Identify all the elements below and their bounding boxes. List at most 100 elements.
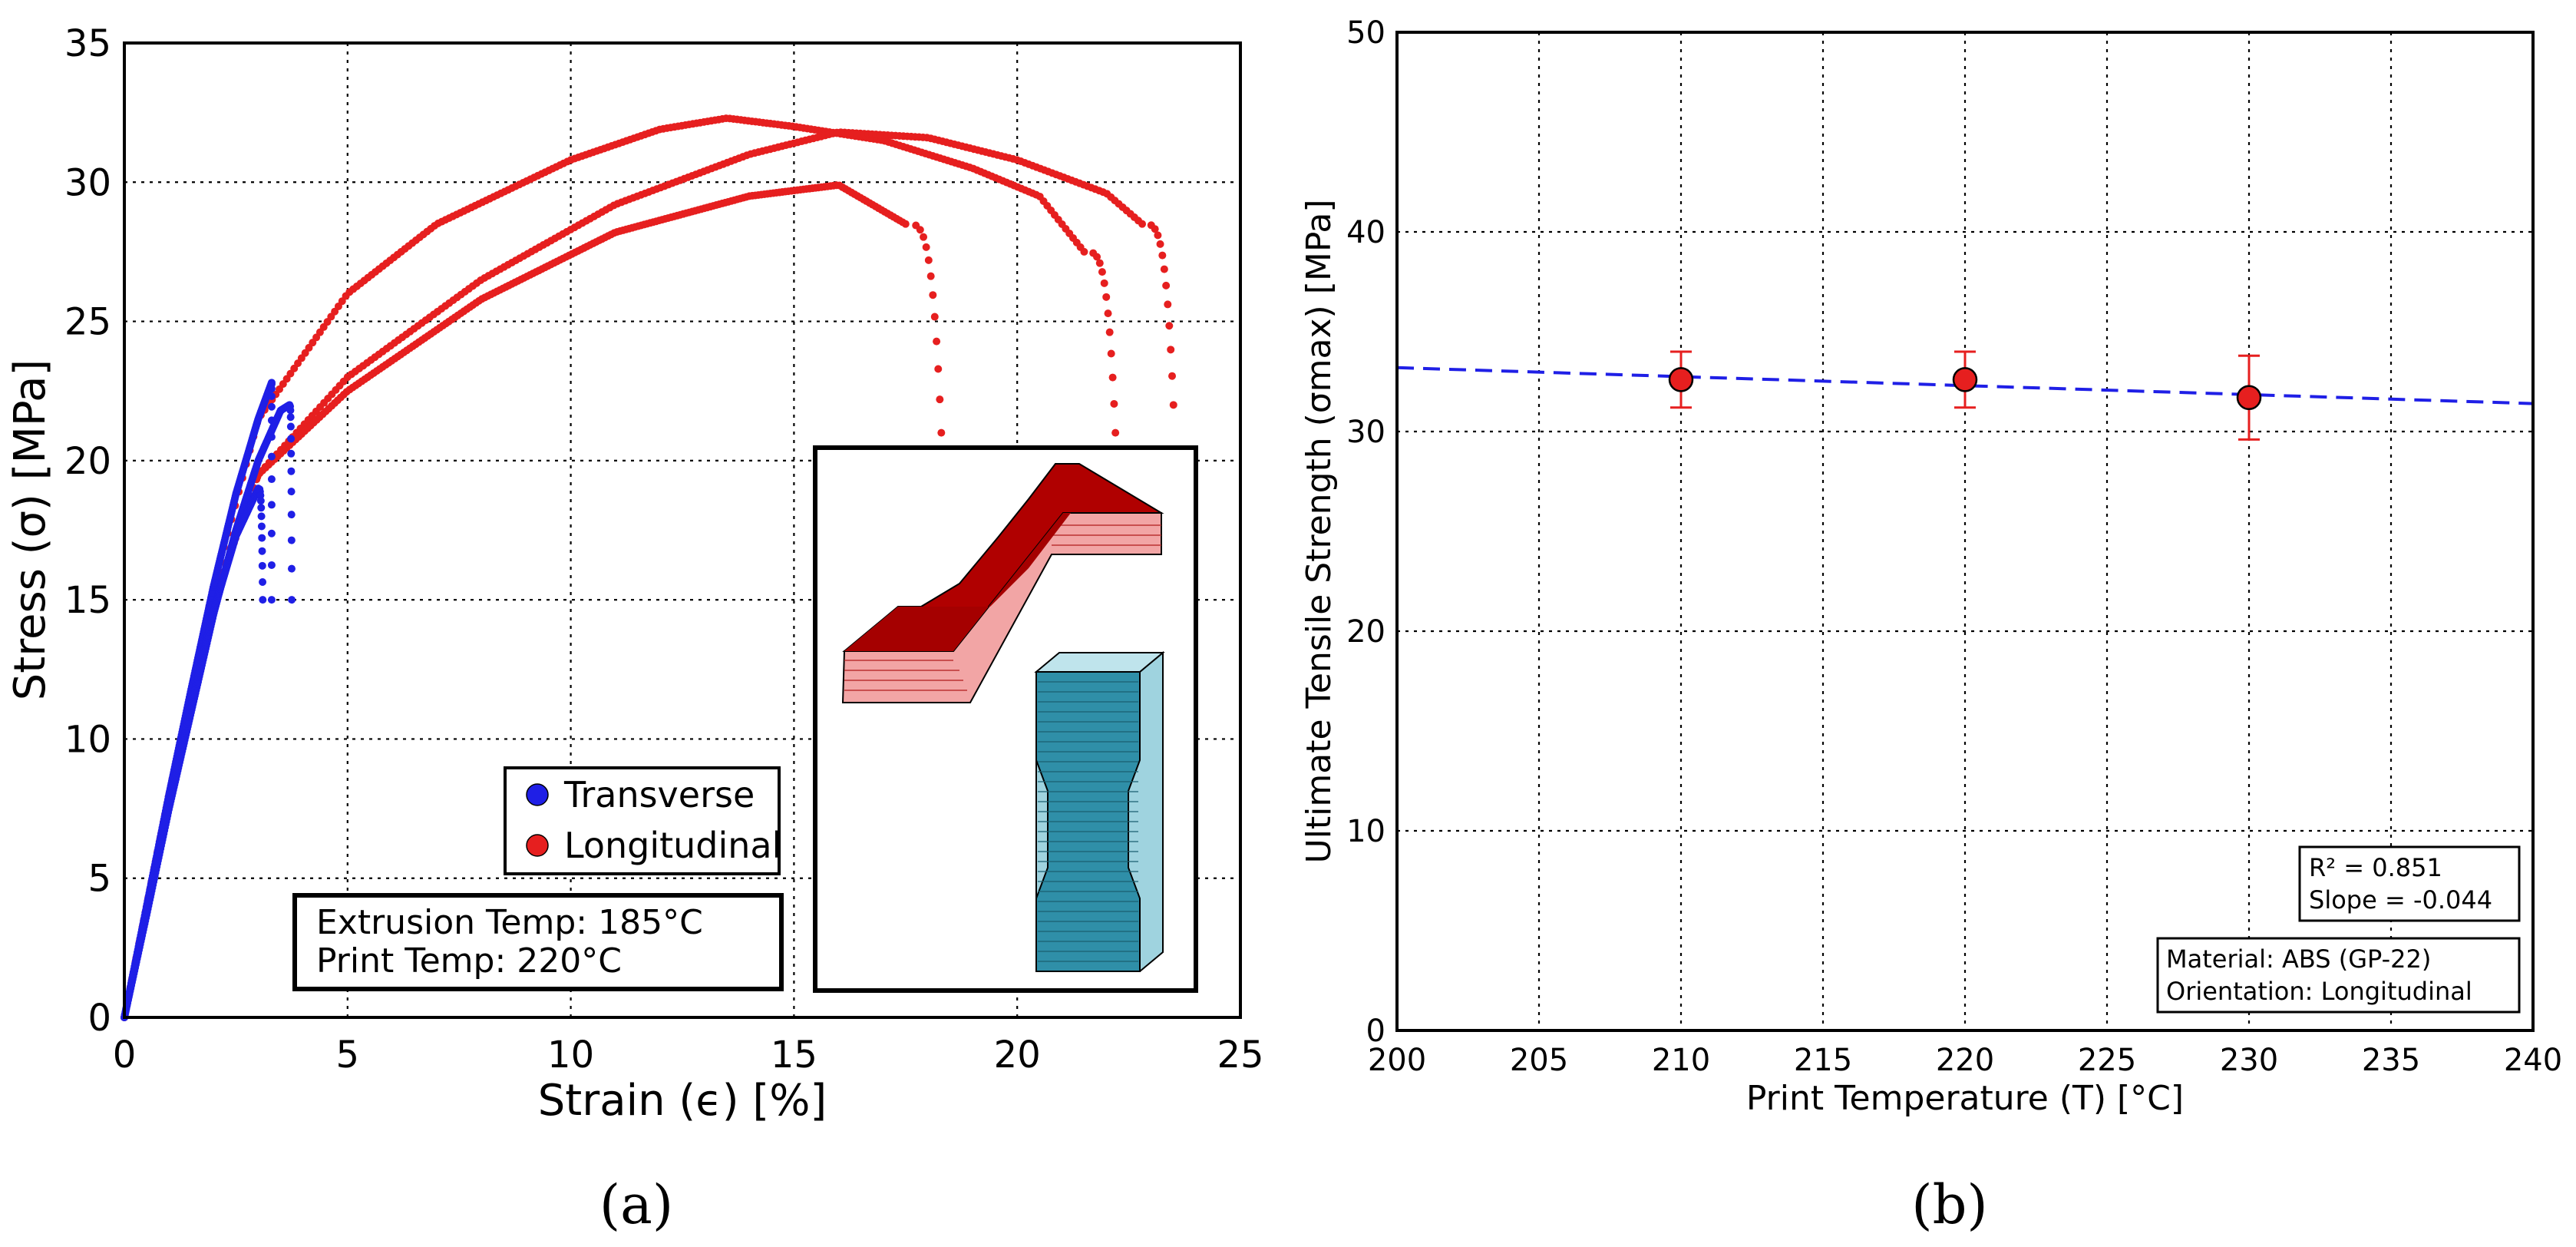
- failure-point: [1111, 428, 1120, 437]
- failure-point: [1164, 300, 1172, 309]
- failure-point: [287, 564, 296, 573]
- temp-note-box: [292, 893, 784, 991]
- caption-a: (a): [599, 1173, 673, 1236]
- failure-point: [286, 413, 295, 422]
- failure-point: [1105, 328, 1114, 336]
- panel-a-y-tick-label: 15: [64, 579, 111, 622]
- failure-point: [258, 561, 266, 570]
- failure-point: [267, 402, 276, 411]
- panel-a-y-tick-label: 30: [64, 161, 111, 204]
- failure-point: [256, 497, 265, 505]
- panel-a-x-tick-label: 25: [1217, 1034, 1263, 1077]
- legend-label-longitudinal: Longitudinal: [564, 825, 781, 866]
- failure-point: [267, 529, 276, 538]
- panel-a-stress-strain: 0 5 10 15 20 25 0 5 10 15 20 25 30 35: [5, 22, 1264, 1126]
- data-point: [1080, 247, 1088, 256]
- extrusion-temp-note: Extrusion Temp: 185°C: [316, 903, 703, 942]
- failure-point: [287, 488, 296, 496]
- caption-b: (b): [1911, 1173, 1987, 1236]
- failure-point: [257, 512, 266, 521]
- failure-point: [259, 596, 267, 604]
- panel-a-y-axis-label: Stress (σ) [MPa]: [5, 359, 55, 700]
- panel-b-uts-vs-temp: 200 205 210 215 220 225 230 235 240 0 10 20 30 40 50 R…: [1300, 15, 2562, 1118]
- failure-point: [1167, 346, 1175, 354]
- panel-b-x-tick-label: 215: [1794, 1043, 1852, 1078]
- panel-b-x-tick-label: 210: [1652, 1043, 1710, 1078]
- failure-point: [930, 313, 939, 321]
- print-temp-note: Print Temp: 220°C: [316, 941, 622, 981]
- panel-b-x-tick-label: 220: [1936, 1043, 1994, 1078]
- failure-point: [1154, 231, 1162, 240]
- failure-point: [929, 291, 937, 299]
- failure-point: [267, 385, 276, 393]
- failure-point: [1107, 349, 1115, 358]
- data-point: [1138, 220, 1147, 228]
- failure-point: [1093, 253, 1101, 261]
- panel-b-x-tick-label: 240: [2504, 1043, 2562, 1078]
- panel-b-x-axis-label: Print Temperature (T) [°C]: [1746, 1079, 2184, 1118]
- failure-point: [924, 256, 933, 264]
- panel-a-temp-note: Extrusion Temp: 185°C Print Temp: 220°C: [292, 893, 784, 991]
- legend-box: [504, 766, 781, 875]
- panel-b-data: [1396, 350, 2534, 441]
- longitudinal-specimen-illustration: [841, 463, 1164, 703]
- panel-b-x-tick-label: 235: [2362, 1043, 2420, 1078]
- panel-a-axes-frame: [123, 41, 1242, 1019]
- failure-point: [933, 337, 941, 346]
- material-frame: [2156, 937, 2521, 1014]
- failure-point: [1160, 265, 1168, 273]
- legend-marker-longitudinal: [526, 834, 549, 857]
- data-point: [901, 220, 910, 228]
- failure-point: [288, 596, 296, 604]
- failure-point: [286, 406, 295, 415]
- failure-point: [267, 392, 276, 401]
- failure-point: [920, 233, 928, 241]
- panel-a-y-tick-label: 10: [64, 718, 111, 761]
- uts-data-point: [1952, 367, 1978, 392]
- failure-point: [267, 561, 276, 569]
- failure-point: [1158, 251, 1167, 260]
- series-transverse: [121, 379, 296, 1021]
- failure-point: [257, 504, 266, 512]
- panel-b-x-tick-label: 225: [2078, 1043, 2136, 1078]
- panel-a-x-tick-label: 0: [113, 1034, 137, 1077]
- panel-a-y-tick-label: 35: [64, 22, 111, 65]
- failure-point: [267, 475, 276, 484]
- failure-point: [1169, 401, 1177, 409]
- failure-point: [916, 226, 924, 234]
- panel-a-x-tick-label: 20: [994, 1034, 1041, 1077]
- curve-transverse-3: [121, 485, 267, 1021]
- panel-b-y-tick-label: 40: [1346, 215, 1385, 250]
- panel-a-y-tick-label: 0: [88, 997, 111, 1040]
- panel-b-x-tick-label: 200: [1368, 1043, 1426, 1078]
- panel-a-y-tick-label: 25: [64, 301, 111, 344]
- failure-point: [934, 365, 943, 373]
- failure-point: [1162, 281, 1171, 289]
- failure-point: [258, 547, 266, 555]
- panel-a-data: [121, 114, 1177, 1021]
- failure-point: [1104, 309, 1112, 318]
- failure-point: [287, 511, 296, 519]
- slope-label: Slope = -0.044: [2309, 885, 2492, 915]
- fit-line: [1396, 366, 2534, 405]
- panel-a-y-tick-label: 5: [88, 858, 111, 901]
- curve-longitudinal-3: [121, 181, 946, 1021]
- failure-point: [926, 272, 935, 280]
- failure-point: [936, 395, 944, 404]
- failure-point: [259, 577, 267, 586]
- failure-point: [1110, 399, 1118, 408]
- panel-a-y-tick-label: 20: [64, 440, 111, 483]
- panel-b-y-tick-label: 50: [1346, 15, 1385, 51]
- failure-point: [1165, 322, 1174, 330]
- panel-b-y-axis-label: Ultimate Tensile Strength (σmax) [MPa]: [1300, 199, 1339, 863]
- panel-b-x-tick-label: 230: [2220, 1043, 2278, 1078]
- panel-a-x-tick-label: 5: [336, 1034, 360, 1077]
- failure-point: [257, 522, 266, 531]
- panel-a-legend: Transverse Longitudinal: [504, 766, 781, 875]
- specimen-inset: [813, 445, 1198, 993]
- failure-point: [267, 452, 276, 461]
- failure-point: [267, 596, 276, 604]
- failure-point: [937, 428, 946, 437]
- failure-point: [1102, 293, 1111, 301]
